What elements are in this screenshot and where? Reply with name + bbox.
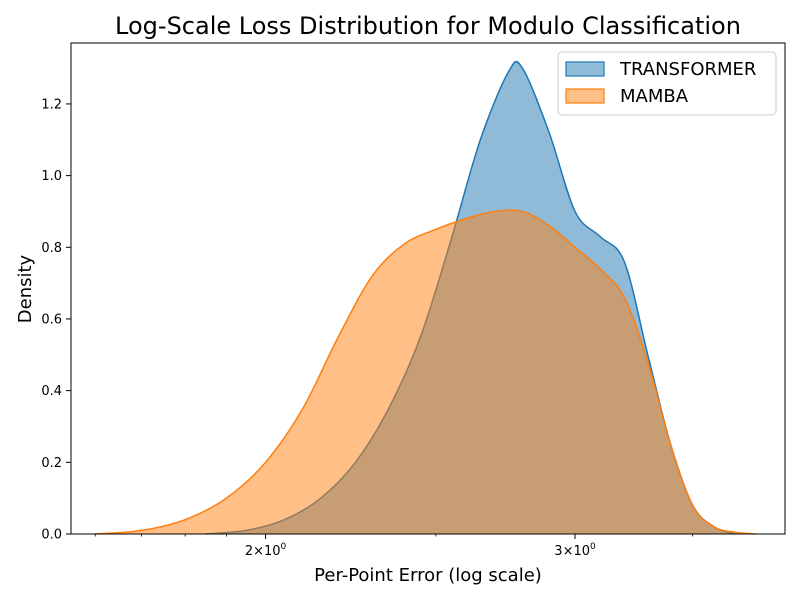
x-tick-label: 2×100 (245, 542, 287, 559)
y-tick-label: 0.2 (41, 456, 62, 471)
y-tick-label: 0.0 (41, 528, 62, 543)
chart-title: Log-Scale Loss Distribution for Modulo C… (115, 12, 741, 40)
y-tick-label: 0.8 (41, 241, 62, 256)
y-axis-label: Density (15, 254, 36, 323)
legend-swatch-transformer (565, 61, 605, 77)
x-axis: 2×100 3×100 (94, 534, 694, 559)
x-axis-label: Per-Point Error (log scale) (314, 565, 542, 586)
legend-label-mamba: MAMBA (620, 86, 689, 107)
y-tick-label: 0.6 (41, 312, 62, 327)
plot-frame (70, 42, 786, 535)
legend-label-transformer: TRANSFORMER (619, 59, 756, 80)
legend-frame (557, 51, 777, 116)
y-tick-label: 0.4 (41, 384, 62, 399)
plot-areas (95, 60, 756, 535)
y-tick-label: 1.0 (41, 169, 62, 184)
series-area-mamba (95, 210, 756, 534)
x-tick-label: 3×100 (554, 542, 596, 559)
series-line-mamba (95, 209, 756, 535)
y-axis: 0.0 0.2 0.4 0.6 0.8 1.0 1.2 (41, 97, 71, 543)
legend-swatch-mamba (565, 88, 605, 104)
y-tick-label: 1.2 (41, 97, 62, 112)
legend: TRANSFORMER MAMBA (557, 51, 777, 116)
